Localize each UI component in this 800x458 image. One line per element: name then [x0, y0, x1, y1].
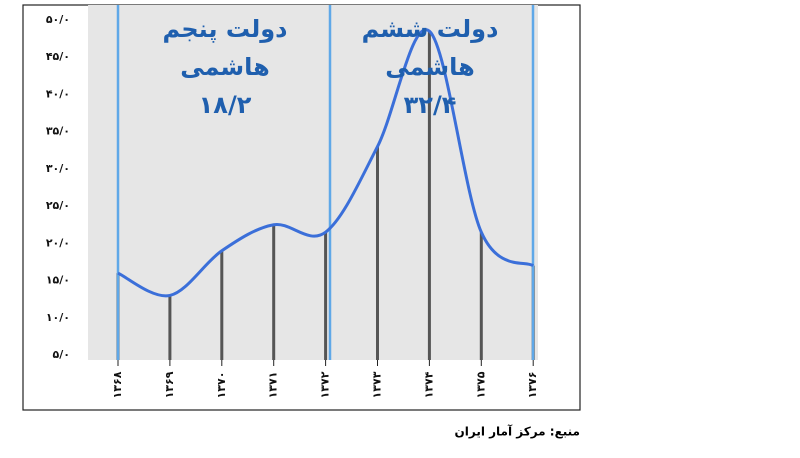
x-tick-label: ۱۳۷۰ — [215, 372, 228, 399]
y-tick-label: ۴۰/۰ — [46, 87, 70, 100]
y-tick-label: ۱۵/۰ — [46, 274, 70, 287]
line — [117, 28, 535, 298]
annotation: ۳۲/۴ — [404, 91, 457, 119]
source: منبع: مرکز آمار ایران — [455, 424, 581, 439]
y-tick-label: ۲۵/۰ — [46, 199, 70, 212]
x-tick-label: ۱۳۷۵ — [474, 371, 487, 398]
annotation: ۱۸/۲ — [199, 91, 252, 119]
y-tick-label: ۱۰/۰ — [46, 311, 70, 324]
x-tick-label: ۱۳۷۲ — [319, 371, 332, 398]
drop-bar — [220, 250, 224, 360]
drop-bar — [376, 146, 379, 360]
y-tick-label: ۵۰/۰ — [46, 13, 70, 26]
y-tick-label: ۲۰/۰ — [46, 236, 70, 249]
y-tick-label: ۳۰/۰ — [46, 162, 70, 175]
y-tick-label: ۵/۰ — [53, 348, 70, 361]
annotation: هاشمی — [385, 53, 475, 81]
x-tick-label: ۱۳۶۸ — [111, 371, 124, 398]
drop-bar — [168, 295, 172, 360]
drop-bar — [324, 232, 328, 360]
y-tick-label: ۳۵/۰ — [46, 125, 70, 138]
y-tick-label: ۴۵/۰ — [46, 50, 70, 63]
drop-bar — [427, 31, 431, 361]
annotation: دولت پنجم — [163, 15, 288, 43]
annotation: دولت ششم — [362, 15, 499, 43]
x-tick-label: ۱۳۷۴ — [422, 371, 435, 398]
plot-area — [88, 5, 538, 360]
x-tick-label: ۱۳۷۳ — [371, 371, 384, 398]
drop-bar — [479, 232, 483, 360]
x-tick-label: ۱۳۶۹ — [163, 371, 176, 398]
x-tick-label: ۱۳۷۶ — [526, 372, 539, 399]
drop-bar — [272, 224, 276, 360]
annotation: هاشمی — [180, 53, 270, 81]
x-tick-label: ۱۳۷۱ — [267, 372, 280, 399]
